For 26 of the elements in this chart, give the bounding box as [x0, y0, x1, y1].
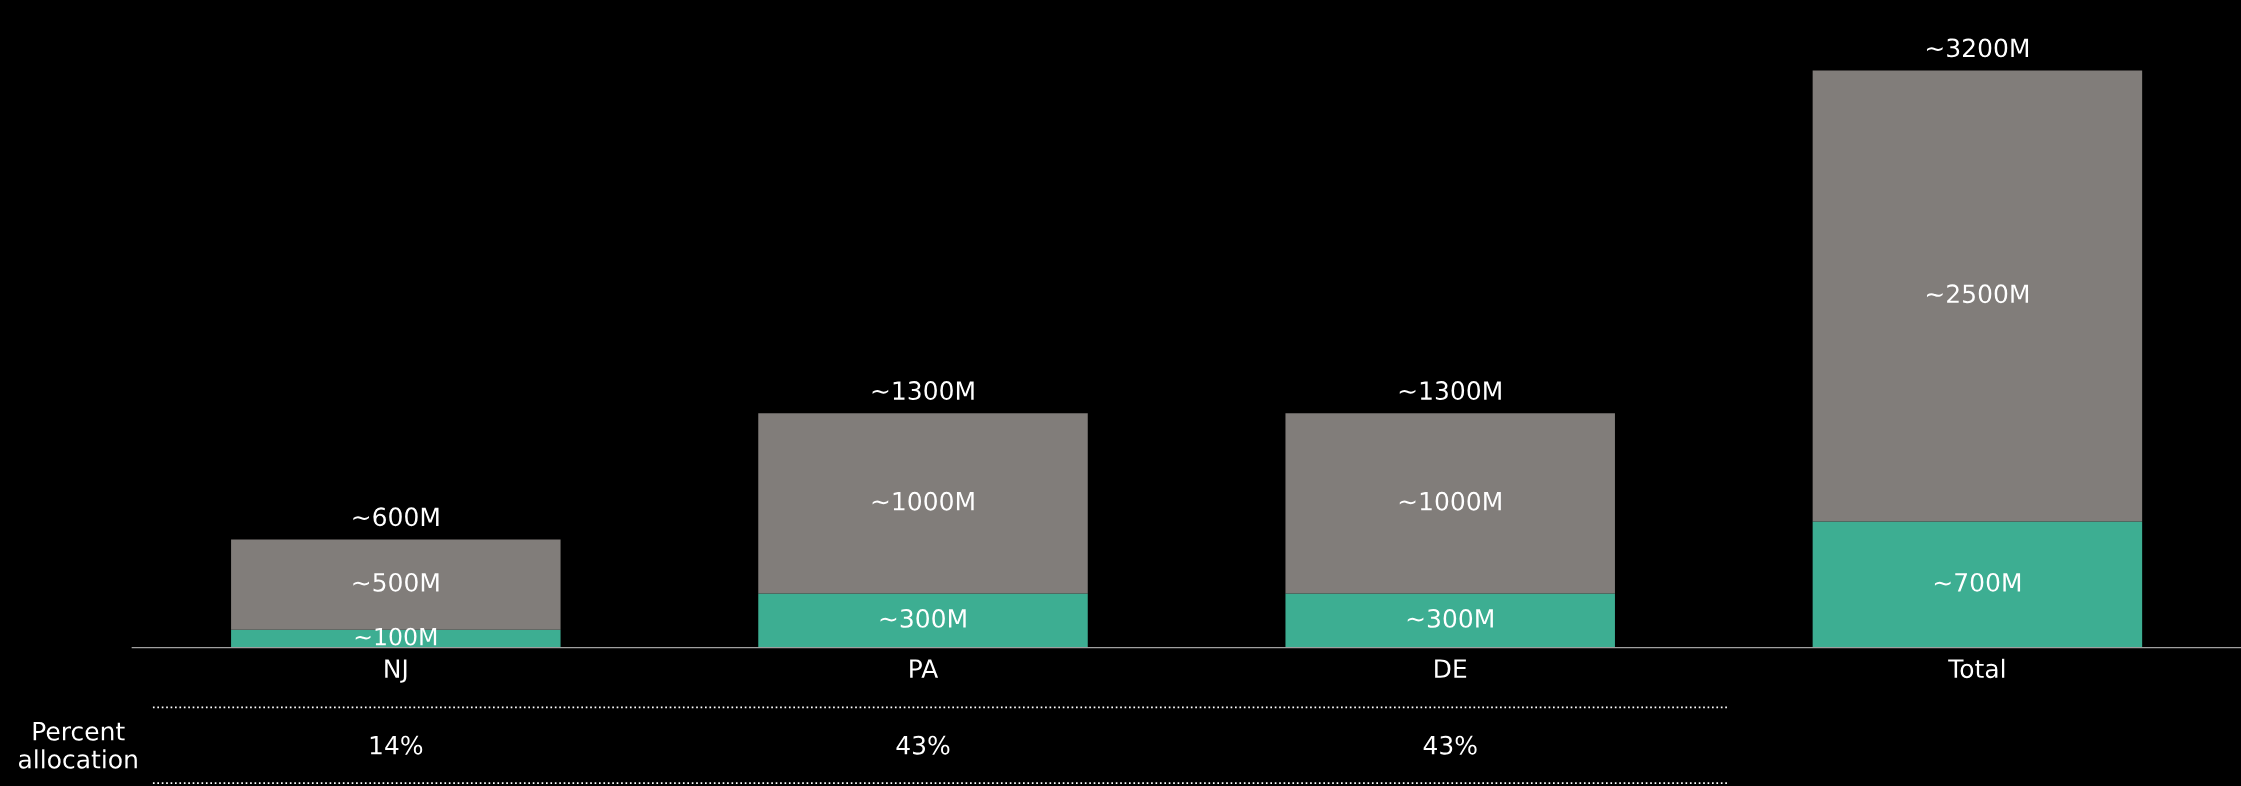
x-tick-label: Total	[1948, 658, 2005, 679]
data-label: ~500M	[353, 572, 439, 592]
bar	[1812, 70, 2143, 522]
total-label: ~3200M	[1926, 38, 2029, 58]
data-label: ~300M	[880, 608, 966, 628]
text: 43%	[1423, 735, 1477, 755]
data-label: ~300M	[1407, 608, 1493, 628]
total-label: ~600M	[353, 507, 439, 527]
text: 14%	[370, 735, 423, 755]
text: Percent allocation	[18, 722, 137, 769]
bar	[1285, 593, 1615, 648]
bar	[758, 593, 1088, 648]
bar	[1285, 413, 1615, 594]
x-tick-label: PA	[910, 659, 939, 678]
data-label: ~700M	[1934, 572, 2021, 592]
total-label: ~1300M	[1399, 381, 1501, 401]
bar	[758, 413, 1088, 594]
total-label: ~1300M	[872, 381, 974, 401]
bar	[1812, 521, 2143, 648]
data-label: ~100M	[355, 627, 437, 646]
data-label: ~2500M	[1926, 284, 2029, 304]
x-tick-label: DE	[1435, 659, 1467, 678]
data-label: ~1000M	[1399, 491, 1501, 511]
text: 43%	[896, 735, 950, 755]
x-tick-label: NJ	[385, 659, 407, 683]
data-label: ~1000M	[872, 491, 974, 511]
